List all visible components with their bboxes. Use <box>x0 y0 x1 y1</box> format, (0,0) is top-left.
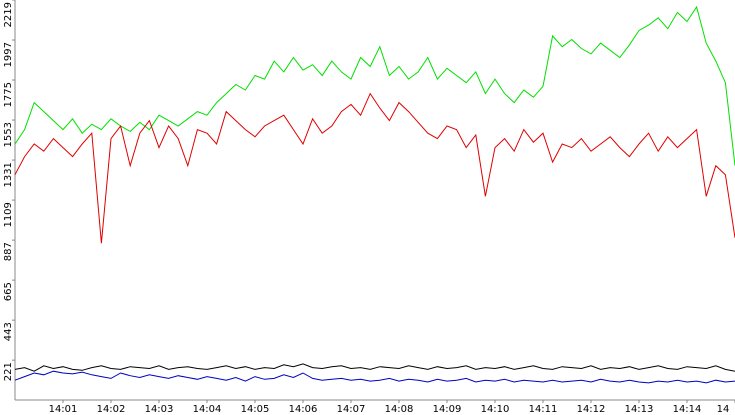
y-tick-label: 1775 <box>3 82 14 107</box>
y-tick-label: 1553 <box>3 122 14 147</box>
y-tick-label: 887 <box>3 242 14 261</box>
y-tick-label: 221 <box>3 362 14 381</box>
x-tick-label: 14:12 <box>577 404 606 415</box>
series-line <box>14 92 735 244</box>
series-line <box>14 5 735 166</box>
x-tick-label: 14:13 <box>625 404 654 415</box>
y-tick-label: 1997 <box>3 42 14 67</box>
x-tick-label: 14:14 <box>673 404 702 415</box>
x-tick-label: 14:04 <box>193 404 222 415</box>
y-tick-label: 1331 <box>3 162 14 187</box>
x-tick-label: 14 <box>717 404 730 415</box>
x-tick-label: 14:03 <box>145 404 174 415</box>
x-tick-label: 14:06 <box>289 404 318 415</box>
x-tick-label: 14:11 <box>529 404 558 415</box>
series-line <box>14 370 735 384</box>
x-tick-label: 14:09 <box>433 404 462 415</box>
x-tick-label: 14:05 <box>241 404 270 415</box>
x-tick-label: 14:08 <box>385 404 414 415</box>
x-tick-label: 14:01 <box>49 404 78 415</box>
x-tick-label: 14:07 <box>337 404 366 415</box>
y-tick-label: 2219 <box>3 2 14 27</box>
x-tick-label: 14:02 <box>97 404 126 415</box>
y-tick-label: 443 <box>3 322 14 341</box>
x-tick-label: 14:10 <box>481 404 510 415</box>
y-tick-label: 1109 <box>3 202 14 227</box>
series-line <box>14 363 735 372</box>
y-tick-label: 665 <box>3 282 14 301</box>
